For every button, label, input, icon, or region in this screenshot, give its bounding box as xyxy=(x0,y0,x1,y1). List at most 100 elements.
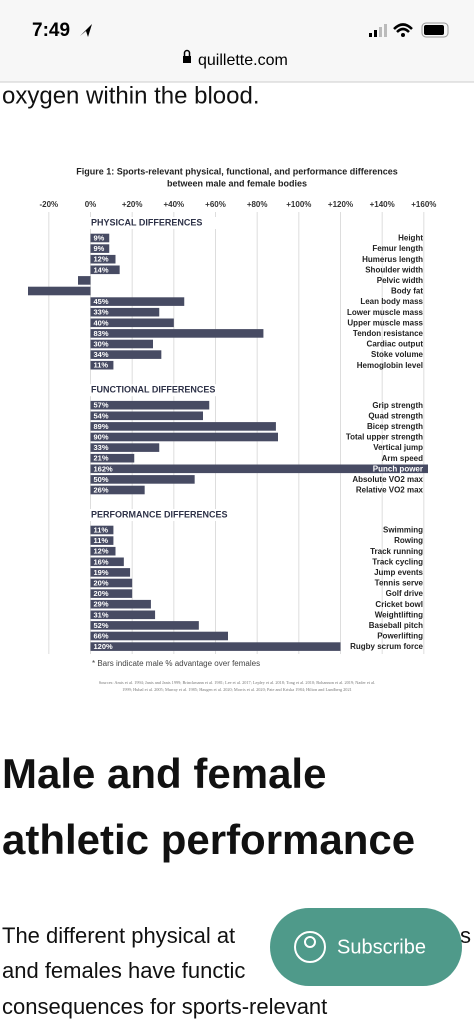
bar xyxy=(90,254,116,264)
subscribe-label[interactable]: Subscribe xyxy=(337,936,426,958)
subscribe-bg[interactable] xyxy=(270,908,462,986)
bar xyxy=(90,400,210,410)
subscribe-icon xyxy=(304,936,316,948)
bar xyxy=(90,642,341,651)
bar xyxy=(90,546,116,556)
group-heading: FUNCTIONAL DIFFERENCES xyxy=(91,385,215,395)
x-tick-label: 0% xyxy=(85,200,97,209)
category-label: Shoulder width xyxy=(365,265,423,274)
value-label: -6% xyxy=(94,276,108,285)
category-label: Tennis serve xyxy=(375,579,424,588)
category-label: Powerlifting xyxy=(377,632,423,641)
value-label: 14% xyxy=(94,265,109,274)
value-label: 12% xyxy=(94,547,109,556)
bar xyxy=(90,307,160,317)
bar xyxy=(90,411,203,421)
category-label: Humerus length xyxy=(362,255,423,264)
value-label: 162% xyxy=(94,464,114,473)
bar xyxy=(90,475,195,484)
lock-shackle xyxy=(183,49,191,56)
bar xyxy=(90,297,185,306)
value-label: 9% xyxy=(94,244,105,253)
article-text: oxygen within the blood. xyxy=(2,82,260,109)
bar xyxy=(90,453,135,463)
bar xyxy=(90,631,228,641)
article-heading: athletic performance xyxy=(2,816,415,863)
category-label: Arm speed xyxy=(382,454,423,463)
chart: Figure 1: Sports-relevant physical, func… xyxy=(28,166,436,692)
bar xyxy=(28,286,91,296)
value-label: 20% xyxy=(94,578,109,587)
bar xyxy=(90,621,199,630)
heading-bg xyxy=(88,217,244,229)
bar xyxy=(90,329,264,338)
bar xyxy=(90,610,156,620)
x-tick-label: +80% xyxy=(247,200,268,209)
category-label: Jump events xyxy=(374,568,423,577)
bar xyxy=(90,432,278,442)
value-label: 16% xyxy=(94,557,109,566)
footnote: * Bars indicate male % advantage over fe… xyxy=(92,659,260,668)
category-label: Vertical jump xyxy=(373,443,423,452)
chart-title: Figure 1: Sports-relevant physical, func… xyxy=(76,166,398,176)
value-label: -30% xyxy=(94,286,112,295)
bar xyxy=(90,464,428,474)
sources: Sources: Amis et al. 1994; Janis and Jan… xyxy=(99,680,375,685)
x-tick-label: -20% xyxy=(39,200,58,209)
x-tick-label: +60% xyxy=(205,200,226,209)
group-heading: PERFORMANCE DIFFERENCES xyxy=(91,509,228,519)
category-label: Bicep strength xyxy=(367,422,423,431)
bar xyxy=(90,318,174,328)
value-label: 50% xyxy=(94,475,109,484)
value-label: 9% xyxy=(94,233,105,242)
lock-icon xyxy=(183,56,191,63)
subscribe-icon xyxy=(294,931,326,963)
heading-bg xyxy=(88,384,244,397)
value-label: 21% xyxy=(94,454,109,463)
category-label: Relative VO2 max xyxy=(356,486,424,495)
x-tick-label: +100% xyxy=(286,200,311,209)
sources: 1999; Hubal et al. 2005; Murray et al. 1… xyxy=(122,687,352,692)
value-label: 19% xyxy=(94,568,109,577)
category-label: Tendon resistance xyxy=(353,329,424,338)
value-label: 11% xyxy=(94,525,109,534)
group-heading: PHYSICAL DIFFERENCES xyxy=(91,217,202,227)
bar xyxy=(78,276,91,285)
bar xyxy=(90,589,133,598)
location-icon xyxy=(80,24,92,37)
category-label: Rugby scrum force xyxy=(350,642,423,651)
category-label: Pelvic width xyxy=(377,276,423,285)
category-label: Total upper strength xyxy=(346,433,423,442)
wifi-dot xyxy=(401,33,405,37)
category-label: Absolute VO2 max xyxy=(352,475,423,484)
value-label: 52% xyxy=(94,621,109,630)
bar xyxy=(90,350,162,359)
category-label: Femur length xyxy=(372,244,423,253)
value-label: 34% xyxy=(94,350,109,359)
url[interactable]: quillette.com xyxy=(198,52,288,69)
category-label: Baseball pitch xyxy=(369,621,423,630)
bar xyxy=(90,599,151,609)
bar xyxy=(90,422,276,431)
category-label: Rowing xyxy=(394,536,423,545)
wifi-icon xyxy=(393,23,413,33)
bar xyxy=(90,557,124,567)
browser-bar xyxy=(0,0,474,82)
x-tick-label: +20% xyxy=(122,200,143,209)
value-label: 33% xyxy=(94,308,109,317)
bar xyxy=(90,443,160,452)
bar xyxy=(90,244,110,253)
category-label: Body fat xyxy=(391,287,423,296)
value-label: 20% xyxy=(94,589,109,598)
category-label: Grip strength xyxy=(372,401,423,410)
subscribe-button[interactable]: Subscribe xyxy=(270,908,462,986)
article-body: consequences for sports-relevant xyxy=(2,994,327,1019)
clock: 7:49 xyxy=(32,20,70,41)
value-label: 45% xyxy=(94,297,109,306)
article-body: The different physical at xyxy=(2,923,235,948)
chart-title: between male and female bodies xyxy=(167,178,307,188)
value-label: 12% xyxy=(94,255,109,264)
category-label: Quad strength xyxy=(368,411,423,420)
